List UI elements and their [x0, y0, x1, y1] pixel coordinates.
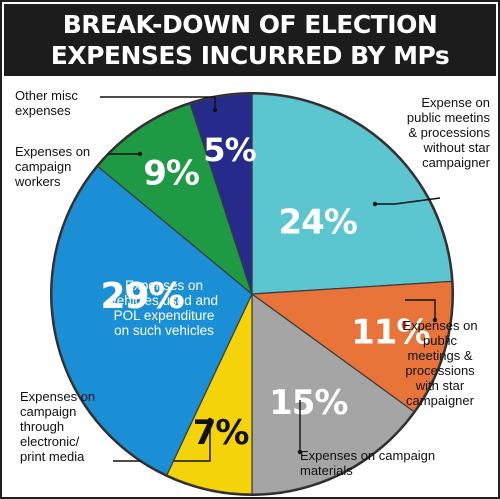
slice-category-label-line: electronic/ [20, 434, 80, 449]
pie-slice [251, 292, 415, 495]
slice-category-label-line: on such vehicles [114, 323, 214, 338]
slice-category-label: Expenses on campaign workers [15, 144, 135, 189]
slice-category-label-line: processions [405, 363, 475, 378]
slice-category-label: Expenses on campaign through electronic/pri… [20, 389, 140, 464]
slice-category-label-line: Expenses on [402, 318, 478, 333]
chart-title-line-1: BREAK-DOWN OF ELECTION [62, 10, 438, 39]
slice-category-label-line: public meetins [406, 110, 490, 125]
slice-category-label-line: Expense on [421, 95, 490, 110]
slice-value-label: 7% [193, 413, 249, 453]
slice-category-label-line: Expenses on [15, 144, 91, 159]
leader-dot [137, 151, 143, 157]
slice-value-label: 29% [100, 276, 183, 317]
leader-dot [297, 449, 303, 455]
slice-category-label-line: without star [423, 140, 490, 155]
leader-dot [212, 107, 218, 113]
slice-category-label-line: campaign [15, 159, 72, 174]
pie-slice [250, 280, 453, 413]
slice-category-label-line: with star [415, 378, 465, 393]
slice-category-label: Expenses on vehicles used and POL expendit… [84, 278, 244, 338]
slice-category-label-line: expenses [15, 103, 71, 118]
slice-value-label: 24% [279, 203, 357, 243]
slice-category-label: Expenses on public meetings & processions wi… [385, 318, 495, 408]
leader-dot [207, 417, 213, 423]
leader-line [100, 96, 216, 110]
slice-value-label: 9% [143, 153, 199, 193]
leader-line [405, 299, 436, 320]
leader-dot [372, 201, 378, 207]
slice-value-label: 15% [269, 383, 347, 423]
slice-category-label-line: campaigner [406, 393, 474, 408]
slice-category-label-line: Expenses on [20, 389, 96, 404]
slice-category-label-line: public [423, 333, 457, 348]
slice-category-label-line: Expenses on campaign [300, 448, 436, 463]
slice-category-label-line: campaign [20, 404, 77, 419]
slice-category-label-line: meetings & [407, 348, 473, 363]
pie-slice [189, 93, 253, 295]
slice-category-label-line: workers [15, 174, 61, 189]
slice-category-label-line: Expenses on [124, 278, 204, 293]
slice-category-label: Other misc expenses [15, 88, 135, 118]
slice-category-label: Expense on public meetins & processions wit… [330, 95, 490, 170]
slice-value-label: 5% [203, 131, 256, 169]
slice-category-label-line: & processions [408, 125, 490, 140]
slice-category-label-line: materials [300, 463, 353, 478]
slice-category-label-line: vehicles used and [109, 293, 219, 308]
chart-title: BREAK-DOWN OF ELECTION EXPENSES INCURRED… [4, 4, 496, 76]
slice-category-label-line: Other misc [15, 88, 78, 103]
slice-category-label-line: print media [20, 449, 85, 464]
pie-slice [251, 93, 453, 295]
slice-category-label-line: campaigner [422, 155, 490, 170]
chart-title-line-2: EXPENSES INCURRED BY MPs [50, 41, 450, 70]
leader-dot [432, 317, 438, 323]
pie-slice [51, 165, 253, 476]
slice-value-label: 11% [351, 313, 429, 353]
slice-category-label: Expenses on campaign materials [300, 448, 490, 478]
slice-category-label-line: through [20, 419, 65, 434]
pie-slice [97, 103, 254, 296]
leader-line [375, 197, 441, 205]
slice-category-label-line: POL expenditure [113, 308, 215, 323]
